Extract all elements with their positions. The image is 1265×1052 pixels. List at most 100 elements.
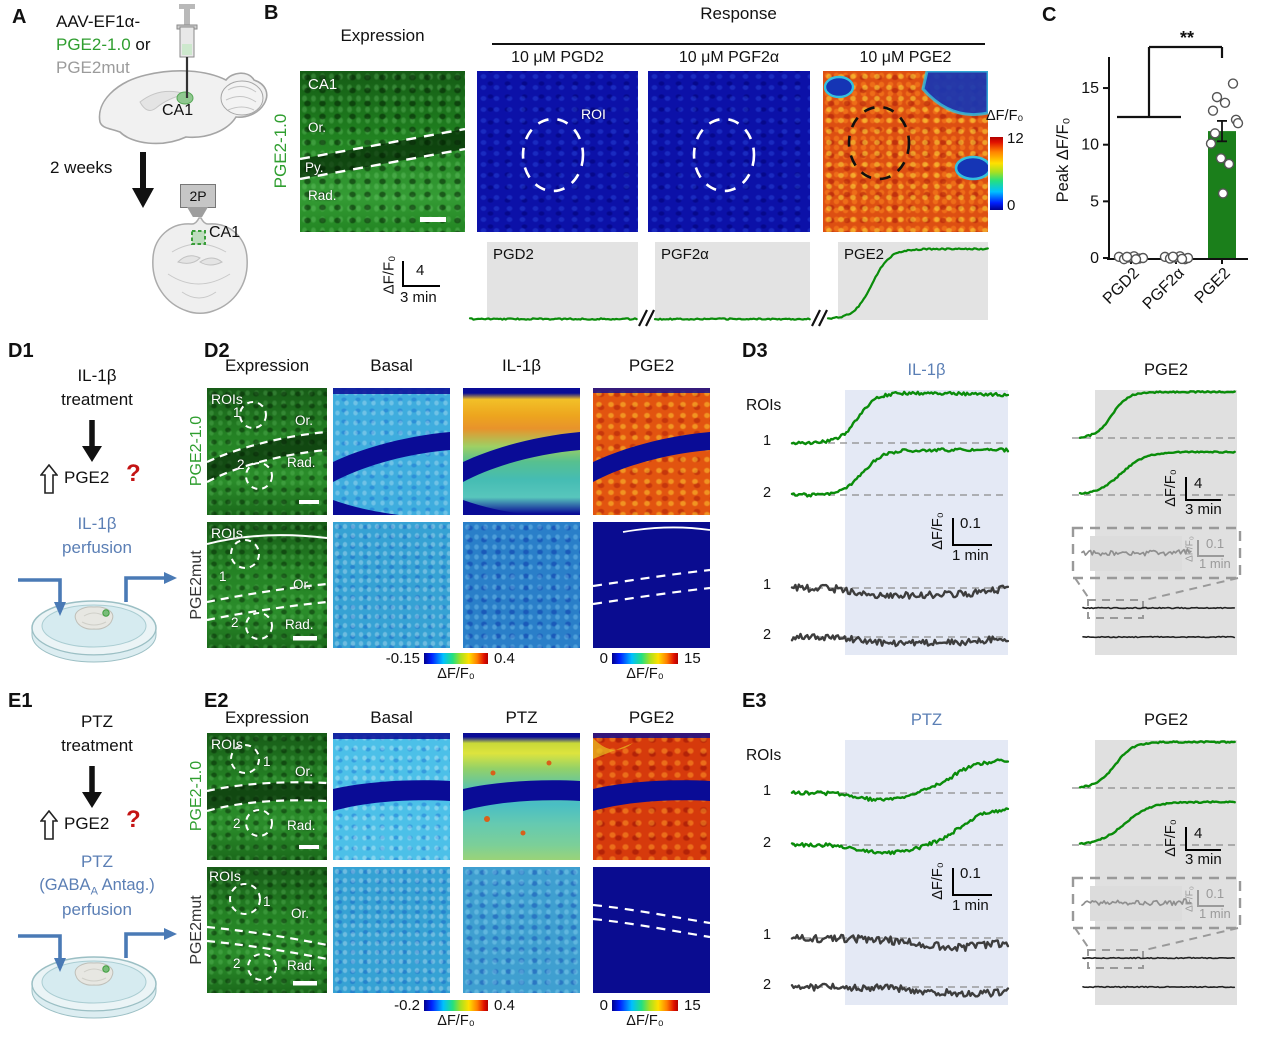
e2-expression-bottom-overlay [207,883,327,986]
d2-cb2-min: 0 [599,650,608,667]
e2-rad-top: Rad. [287,818,316,833]
svg-text:Peak ΔF/F₀: Peak ΔF/F₀ [1054,118,1072,203]
pgf2a-roi-overlay [692,117,756,193]
b-colorbar-max: 12 [1007,130,1024,147]
e2-cb2-max: 15 [684,997,701,1014]
e2-cb2-label: ΔF/F₀ [626,1013,664,1029]
e3-drug-scalebar [1185,827,1221,851]
e2-cb2-min: 0 [599,997,608,1014]
e2-pge2-bottom-overlay [593,903,710,939]
e1-question-mark: ? [126,806,141,833]
e2-basal-top [333,733,450,860]
pge2-trace-label: PGE2 [844,246,885,263]
e3-scalebar-axis: ΔF/F₀ [930,862,946,900]
d2-cb1-label: ΔF/F₀ [437,666,475,682]
e1-perf2: (GABAA Antag.) [7,876,187,897]
d3-row-g1: 1 [763,433,772,449]
expression-image: CA1 Or. Py. Rad. [300,71,465,232]
e2-row1-label: PGE2-1.0 [188,760,205,832]
e1-gaba-pre: (GABA [39,876,91,894]
expression-overlay [300,127,465,222]
panel-d3-label: D3 [742,340,768,362]
e1-treat2: treatment [61,736,133,755]
panel-b-label: B [264,2,279,24]
col-pgd2-header: 10 μM PGD2 [511,49,604,66]
e3-drug-scalebar-h: 3 min [1185,851,1222,868]
d2-expression-top-overlay [207,401,327,504]
d1-up-arrow-icon [40,464,58,494]
e1-gaba-sub: A [90,885,98,898]
d2-expression-bottom: ROIs 1 Or. 2 Rad. [207,522,327,648]
svg-text:PGF2α: PGF2α [1140,265,1188,313]
d3-trace-canvas [790,390,1242,655]
d3-inset-h: 1 min [1199,556,1231,571]
d2-pge2-bottom-overlay [593,526,710,606]
e3-inset-v: 0.1 [1206,886,1225,901]
e1-pge2: PGE2 [64,814,110,833]
d2-roi2-bottom: 2 [231,615,239,630]
e2-cb1-label: ΔF/F₀ [437,1013,475,1029]
e3-inset-axis: ΔF/F₀ [1184,886,1196,912]
e2-row2-label: PGE2mut [188,895,205,965]
d1-petri-dish-icon [18,572,177,663]
e2-roi2-top: 2 [233,816,241,831]
e2-pge2-top-band [593,733,710,811]
e3-row-g2: 2 [763,835,772,851]
e3-scalebar [952,868,992,896]
syringe-icon [176,4,198,98]
e2-rad-bottom: Rad. [287,958,316,973]
d1-down-arrow-icon [82,420,102,462]
e1-perf1: PTZ [80,852,114,871]
e2-cb2 [612,1000,678,1011]
pge2-roi-overlay [823,71,988,181]
e2-cb1 [424,1000,488,1011]
e2-col4: PGE2 [628,708,675,727]
d2-cb1-min: -0.15 [385,650,420,667]
d2-col4: PGE2 [628,356,675,375]
e3-rois: ROIs [746,747,782,764]
d3-drug-scalebar [1185,477,1221,501]
e2-rois-bottom: ROIs [209,868,241,884]
d2-cb1 [424,653,488,664]
svg-text:10: 10 [1081,137,1099,154]
d2-basal-bottom [333,522,450,648]
b-scalebar-v: 4 [416,262,425,279]
pge2-response-image [823,71,988,232]
e1-perf3: perfusion [62,900,132,919]
e2-cb1-min: -0.2 [394,997,420,1014]
e2-roi1-top: 1 [263,754,271,769]
e2-roi2-bottom: 2 [233,956,241,971]
e3-inset-h: 1 min [1199,906,1231,921]
d3-drug-scalebar-axis: ΔF/F₀ [1163,469,1179,507]
ca1-injection-label: CA1 [162,102,194,119]
e3-row-g1: 1 [763,783,772,799]
d2-expression-bottom-overlay [207,534,327,641]
pgd2-response-image: ROI [477,71,638,232]
d3-stim-title: IL-1β [907,361,946,379]
d3-drug-scalebar-h: 3 min [1185,501,1222,518]
e3-stim-title: PTZ [910,711,943,729]
b-colorbar-min: 0 [1007,197,1016,214]
panel-d1-label: D1 [8,340,34,362]
d2-col2: Basal [370,356,413,375]
e2-col3: PTZ [505,708,538,727]
d1-question-mark: ? [126,460,141,487]
d1-treat1: IL-1β [77,366,117,385]
pgf2a-trace-label: PGF2α [661,246,709,263]
d3-drug-title: PGE2 [1143,361,1189,379]
construct-line1: AAV-EF1α- [56,12,141,31]
d2-cb2 [612,653,678,664]
roi-label: ROI [581,106,606,122]
d2-cb1-max: 0.4 [494,650,515,667]
e2-col1: Expression [224,708,310,727]
pgd2-roi-overlay [521,117,585,193]
pge2-stim-box [838,242,988,320]
b-scalebar [402,261,440,287]
d2-col1: Expression [224,356,310,375]
pgf2a-stim-box [655,242,810,320]
objective-lens-icon [187,207,208,217]
e2-pge2-bottom [593,867,710,993]
e3-scalebar-v: 0.1 [960,865,981,882]
d2-cb2-label: ΔF/F₀ [626,666,664,682]
